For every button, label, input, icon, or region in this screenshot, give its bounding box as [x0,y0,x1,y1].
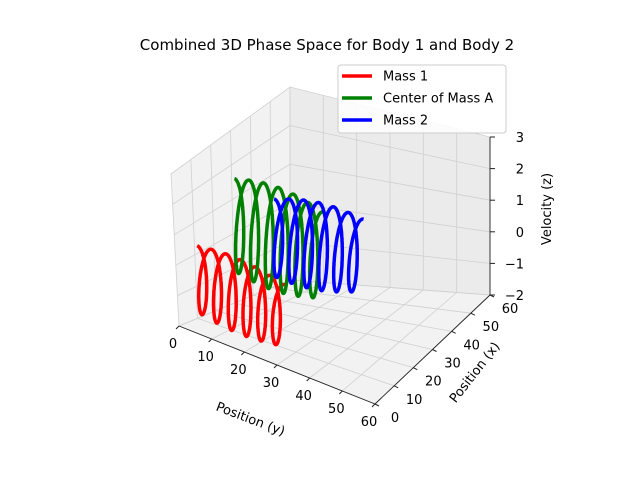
z-tick-label: 2 [516,163,524,178]
x-tick-label: 10 [197,350,214,365]
x-tick-label: 50 [328,402,345,417]
y-tick-label: 10 [406,393,423,408]
y-tick [393,385,399,389]
legend-frame [337,64,507,134]
y-tick [374,403,380,407]
x-tick [175,325,180,330]
grid-line-z [173,163,491,236]
x-tick [208,338,213,343]
y-tick [432,349,437,352]
x-tick-label: 30 [263,376,280,391]
x-tick [338,390,343,395]
x-tick [306,377,311,382]
series-lines [195,176,365,347]
y-tick-label: 50 [483,320,500,335]
x-tick [273,364,278,369]
y-tick-label: 60 [502,302,519,317]
legend-label-2: Mass 2 [383,114,428,129]
x-tick [240,351,245,356]
grid-line-z [172,125,491,205]
x-axis-label: Position (y) [214,400,287,440]
z-tick-label: 1 [516,194,524,209]
y-tick [413,367,418,371]
z-tick-label: −2 [505,289,524,304]
z-tick-label: −1 [505,257,524,272]
x-tick-label: 60 [361,415,378,430]
y-tick [451,330,456,334]
legend-label-1: Center of Mass A [383,92,493,107]
y-tick-label: 40 [463,338,480,353]
grid-line-z [175,202,491,266]
x-tick-label: 0 [169,337,177,352]
legend: Mass 1 Center of Mass A Mass 2 [337,64,507,134]
series-line-2 [272,197,365,294]
legend-label-0: Mass 1 [383,70,428,85]
y-tick-label: 0 [391,411,399,426]
y-tick [470,312,476,316]
x-tick [371,403,376,408]
y-tick-label: 20 [425,375,442,390]
z-tick-label: 3 [516,131,524,146]
chart-title: Combined 3D Phase Space for Body 1 and B… [140,36,514,54]
z-axis-label: Velocity (z) [540,173,555,245]
z-tick-label: 0 [516,226,524,241]
x-tick-label: 40 [295,389,312,404]
x-tick-label: 20 [230,363,247,378]
y-tick-label: 30 [444,357,461,372]
